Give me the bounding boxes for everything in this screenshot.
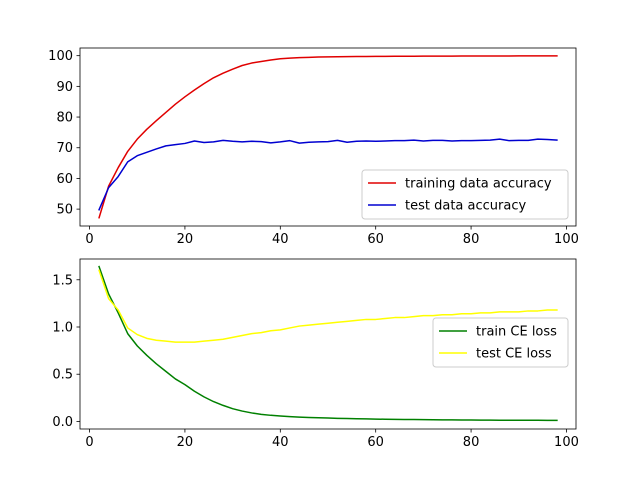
- legend: train CE loss test CE loss: [432, 317, 569, 368]
- x-tick-label: 0: [85, 435, 93, 450]
- series-line-test-ce-loss: [98, 269, 558, 343]
- x-tick-label: 60: [367, 435, 384, 450]
- series-line-test-data-accuracy: [98, 138, 558, 211]
- y-tick-label: 50: [56, 203, 73, 218]
- y-tick-label: 1.0: [52, 321, 73, 336]
- x-tick-label: 80: [463, 232, 480, 247]
- y-tick-label: 1.5: [52, 273, 73, 288]
- loss-subplot: 0 20 40 60 80 100 0.0 0.5 1.0 1.5 train CE loss tes…: [52, 258, 579, 450]
- x-tick-label: 0: [85, 232, 93, 247]
- legend: training data accuracy test data accuracy: [361, 169, 569, 220]
- x-tick-label: 80: [463, 435, 480, 450]
- y-tick-label: 100: [48, 49, 73, 64]
- x-tick-label: 100: [554, 232, 579, 247]
- legend-box: [361, 169, 569, 220]
- accuracy-subplot: 0 20 40 60 80 100 50 60 70 80 90 100 training data a…: [48, 47, 579, 247]
- y-tick-label: 90: [56, 80, 73, 95]
- series-line-train-ce-loss: [98, 265, 558, 422]
- y-tick-label: 70: [56, 141, 73, 156]
- x-tick-label: 40: [272, 232, 289, 247]
- series-line-training-data-accuracy: [98, 55, 558, 219]
- legend-label: test CE loss: [476, 347, 552, 362]
- legend-label: train CE loss: [476, 325, 557, 340]
- legend-label: training data accuracy: [405, 177, 552, 192]
- y-tick-label: 0.0: [52, 415, 73, 430]
- y-tick-label: 60: [56, 172, 73, 187]
- axes-frame: [79, 258, 577, 430]
- x-tick-label: 60: [367, 232, 384, 247]
- legend-label: test data accuracy: [405, 199, 526, 214]
- x-tick-label: 40: [272, 435, 289, 450]
- x-tick-label: 100: [554, 435, 579, 450]
- x-tick-label: 20: [177, 232, 194, 247]
- x-tick-label: 20: [177, 435, 194, 450]
- axes-frame: [79, 47, 577, 227]
- y-tick-label: 80: [56, 111, 73, 126]
- y-tick-label: 0.5: [52, 368, 73, 383]
